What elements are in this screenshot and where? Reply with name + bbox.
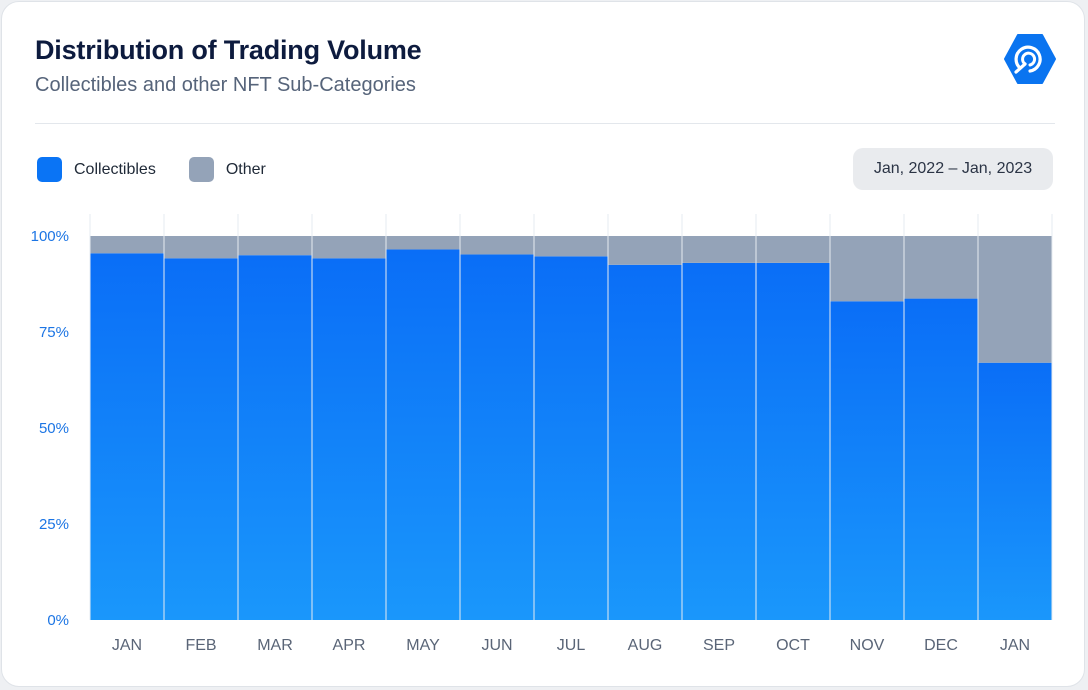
bar-collectibles-6[interactable]	[460, 254, 534, 620]
bar-collectibles-12[interactable]	[904, 298, 978, 620]
x-tick-label: DEC	[924, 637, 958, 654]
x-tick-label: JAN	[112, 637, 142, 654]
bar-other-5[interactable]	[386, 236, 460, 250]
y-tick-label: 50%	[39, 420, 69, 437]
bar-other-12[interactable]	[904, 236, 978, 299]
legend-label-other: Other	[225, 160, 266, 178]
bar-other-11[interactable]	[830, 236, 904, 302]
bar-collectibles-7[interactable]	[534, 256, 608, 620]
bar-collectibles-13[interactable]	[978, 362, 1052, 620]
x-tick-label: SEP	[703, 637, 735, 654]
y-tick-label: 0%	[47, 612, 69, 629]
bar-other-2[interactable]	[164, 236, 238, 259]
y-tick-label: 75%	[39, 324, 69, 341]
x-tick-label: JUL	[557, 637, 586, 654]
bar-other-7[interactable]	[534, 236, 608, 257]
chart-title: Distribution of Trading Volume	[35, 35, 422, 65]
legend: Collectibles Other	[37, 157, 299, 182]
x-tick-label: AUG	[628, 637, 663, 654]
legend-swatch-collectibles	[37, 157, 62, 182]
chart-subtitle: Collectibles and other NFT Sub-Categorie…	[35, 74, 416, 96]
bar-other-10[interactable]	[756, 236, 830, 263]
header-divider	[35, 123, 1055, 124]
bar-collectibles-1[interactable]	[90, 253, 164, 620]
x-tick-label: JUN	[481, 637, 512, 654]
x-tick-label: MAY	[406, 637, 440, 654]
bar-collectibles-2[interactable]	[164, 258, 238, 620]
bar-collectibles-8[interactable]	[608, 264, 682, 620]
bar-collectibles-10[interactable]	[756, 262, 830, 620]
bar-other-4[interactable]	[312, 236, 386, 259]
y-tick-label: 25%	[39, 516, 69, 533]
bar-collectibles-4[interactable]	[312, 258, 386, 620]
bar-other-8[interactable]	[608, 236, 682, 265]
x-tick-label: FEB	[185, 637, 216, 654]
bar-collectibles-3[interactable]	[238, 255, 312, 620]
bar-other-13[interactable]	[978, 236, 1052, 363]
x-tick-label: MAR	[257, 637, 293, 654]
legend-item-collectibles[interactable]: Collectibles	[37, 157, 156, 182]
x-tick-label: NOV	[850, 637, 885, 654]
legend-swatch-other	[188, 157, 214, 182]
bar-other-6[interactable]	[460, 236, 534, 255]
bar-other-9[interactable]	[682, 236, 756, 263]
signal-hexagon-icon	[1004, 34, 1056, 84]
bar-collectibles-11[interactable]	[830, 301, 904, 620]
x-tick-label: APR	[333, 637, 366, 654]
x-tick-label: JAN	[1000, 637, 1030, 654]
x-tick-label: OCT	[776, 637, 810, 654]
bar-other-3[interactable]	[238, 236, 312, 256]
legend-label-collectibles: Collectibles	[74, 160, 156, 178]
bar-other-1[interactable]	[90, 236, 164, 254]
date-range-selector[interactable]: Jan, 2022 – Jan, 2023	[853, 148, 1053, 190]
bar-collectibles-5[interactable]	[386, 249, 460, 620]
y-tick-label: 100%	[31, 228, 69, 245]
bar-collectibles-9[interactable]	[682, 262, 756, 620]
legend-item-other[interactable]: Other	[188, 157, 266, 182]
